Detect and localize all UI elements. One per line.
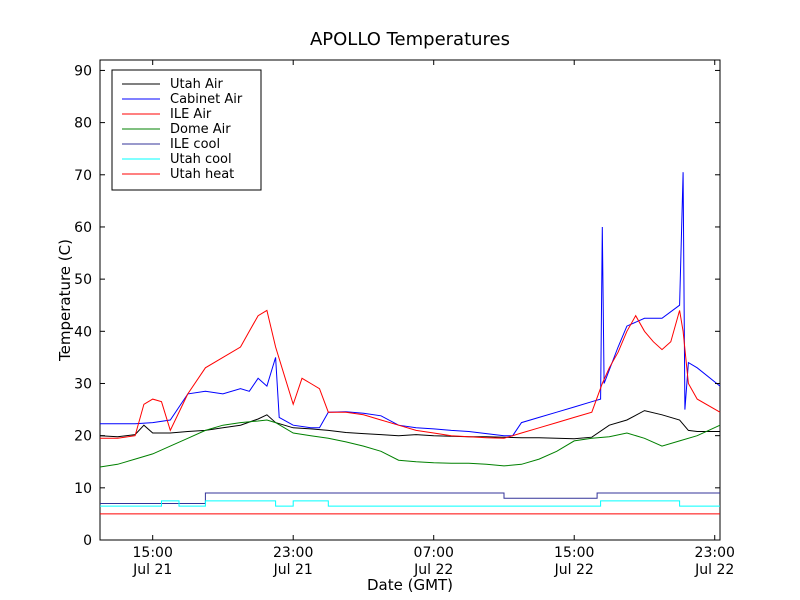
legend-label: ILE Air xyxy=(170,107,212,122)
x-tick-time-label: 07:00 xyxy=(414,545,454,561)
y-tick-label: 80 xyxy=(74,116,92,132)
series-layer xyxy=(99,172,721,515)
series-line-dome-air xyxy=(99,419,721,468)
series-line-ile-air xyxy=(100,309,721,439)
series-line-utah-cool xyxy=(100,500,720,507)
series-line-cabinet-air xyxy=(100,172,721,437)
legend-label: Dome Air xyxy=(170,122,231,137)
y-tick-label: 30 xyxy=(74,376,92,392)
legend-frame xyxy=(111,69,262,191)
y-tick-label: 90 xyxy=(74,63,92,79)
legend-label: Utah Air xyxy=(170,77,223,92)
x-tick-date-label: Jul 22 xyxy=(554,562,594,578)
x-tick-date-label: Jul 21 xyxy=(273,562,313,578)
legend-label: Utah cool xyxy=(170,152,232,167)
x-axis-label: Date (GMT) xyxy=(367,576,453,594)
x-tick-date-label: Jul 21 xyxy=(132,562,172,578)
y-tick-label: 70 xyxy=(74,168,92,184)
x-tick-date-label: Jul 22 xyxy=(413,562,453,578)
series-line-utah-air xyxy=(99,410,720,440)
legend-label: Utah heat xyxy=(170,167,234,182)
legend-label: Cabinet Air xyxy=(170,92,243,107)
x-tick-date-label: Jul 22 xyxy=(694,562,734,578)
x-tick-time-label: 23:00 xyxy=(695,545,735,561)
y-tick-label: 0 xyxy=(83,533,92,549)
y-tick-label: 20 xyxy=(74,429,92,445)
x-tick-time-label: 15:00 xyxy=(554,545,594,561)
chart-title: APOLLO Temperatures xyxy=(310,29,510,50)
y-tick-label: 40 xyxy=(74,324,92,340)
y-tick-label: 60 xyxy=(74,220,92,236)
legend-label: ILE cool xyxy=(170,137,220,152)
y-axis-label: Temperature (C) xyxy=(56,239,74,362)
y-tick-label: 50 xyxy=(74,272,92,288)
y-tick-label: 10 xyxy=(74,481,92,497)
x-tick-time-label: 23:00 xyxy=(273,545,313,561)
x-tick-time-label: 15:00 xyxy=(133,545,173,561)
